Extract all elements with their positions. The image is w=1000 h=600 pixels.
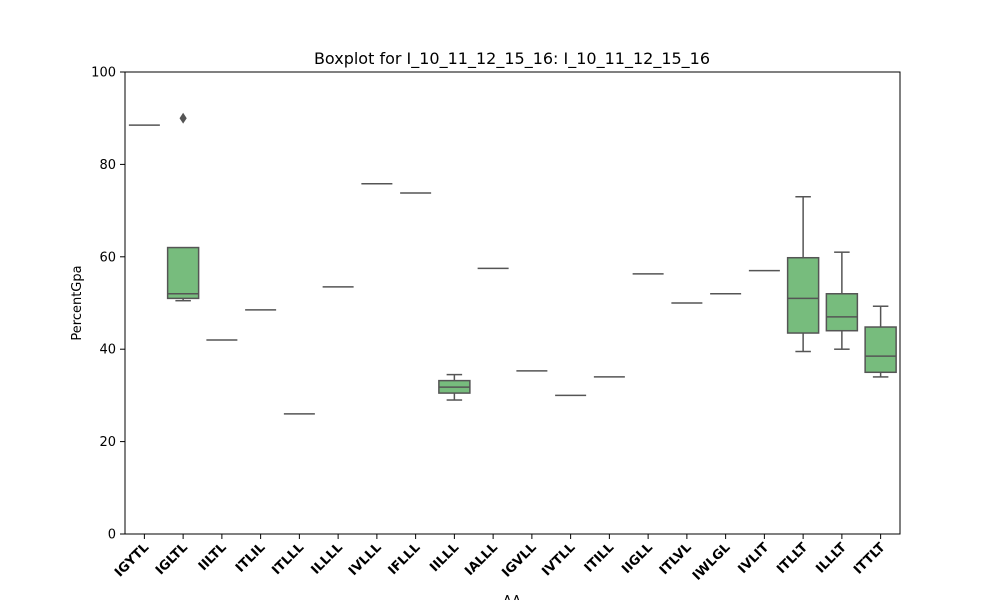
x-tick-label: ITTLT (851, 540, 888, 577)
x-tick-label: ITLLL (269, 540, 307, 578)
x-tick-label: IILLL (427, 540, 462, 575)
box-body (825, 293, 859, 332)
x-tick-label: IILTL (196, 540, 230, 574)
y-tick-label: 0 (108, 528, 116, 543)
x-tick-label: IALLL (462, 540, 501, 579)
x-tick-label: IGVLL (499, 540, 539, 580)
y-tick-label: 80 (99, 158, 116, 173)
x-tick-label: IWLGL (690, 540, 733, 583)
y-axis: 0 20 40 60 80 100 (91, 66, 125, 543)
chart-title: Boxplot for I_10_11_12_15_16: I_10_11_12… (314, 49, 710, 69)
x-tick-label: ITLLT (774, 540, 811, 577)
y-tick-label: 60 (99, 250, 116, 265)
x-tick-label: IGLTL (153, 540, 191, 578)
x-tick-label: IGYTL (112, 540, 152, 580)
x-tick-label: IVLLL (346, 540, 385, 579)
x-tick-label: IVLIT (736, 540, 773, 577)
x-tick-label: ITLVL (657, 540, 695, 578)
y-tick-label: 100 (91, 66, 116, 81)
x-axis-label: AA (503, 594, 521, 600)
plot-frame (124, 71, 901, 535)
y-tick-label: 20 (99, 435, 116, 450)
x-tick-label: IVTLL (539, 540, 578, 579)
x-tick-label: IFLLL (386, 540, 424, 578)
x-tick-label: ILLLL (308, 540, 345, 577)
plot-marks (128, 112, 897, 415)
box-IILLL (438, 373, 471, 401)
x-tick-label: ITILL (582, 540, 617, 575)
x-tick-label: IIGLL (619, 540, 656, 577)
box-body (864, 326, 897, 374)
box-IGLTL (166, 112, 200, 302)
x-tick-label: ITLIL (233, 540, 268, 575)
x-axis: IGYTL IGLTL IILTL ITLIL ITLLL ILLLL IVLLL IFLLL… (112, 534, 889, 584)
box-ITTLT (864, 305, 897, 378)
y-tick-label: 40 (99, 343, 116, 358)
box-body (786, 256, 820, 334)
x-tick-label: ILLLT (813, 540, 849, 576)
y-axis-label: PercentGpa (70, 265, 85, 340)
box-ITLLT (786, 195, 820, 353)
box-ILLLT (825, 251, 859, 350)
box-body (166, 246, 200, 300)
outlier-point (179, 112, 187, 124)
